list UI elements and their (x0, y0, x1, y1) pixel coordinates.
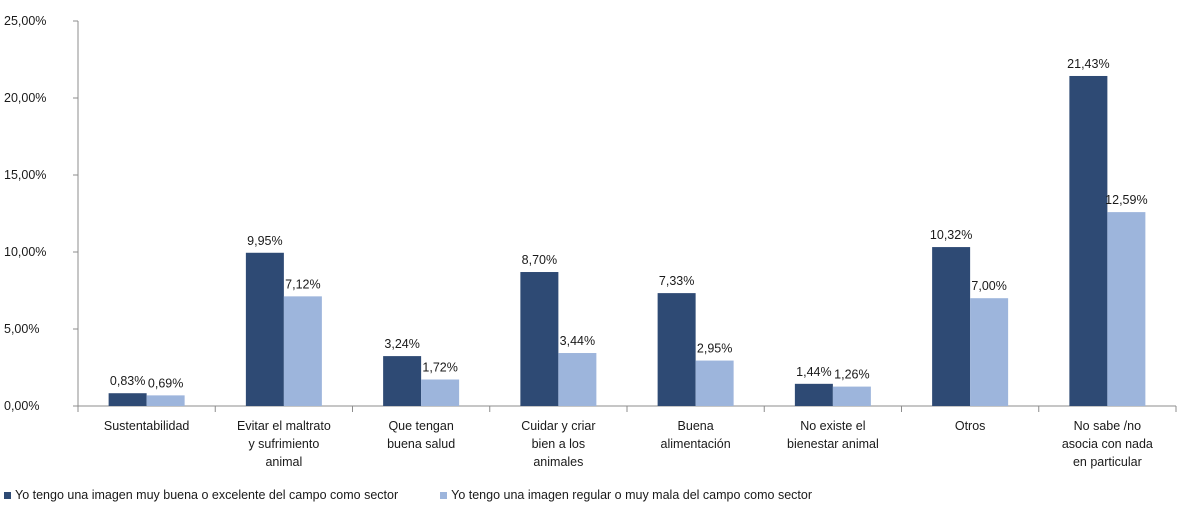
data-label-series-2: 12,59% (1105, 193, 1147, 207)
x-tick-label: Evitar el maltrato y sufrimiento animal (237, 419, 331, 469)
bar-series-2 (832, 386, 871, 406)
bar-series-1 (108, 393, 147, 406)
x-tick-label-line: Sustentabilidad (104, 419, 190, 433)
x-tick-label-line: Otros (955, 419, 986, 433)
bar-series-1 (245, 252, 284, 406)
data-label-series-1: 1,44% (796, 365, 831, 379)
y-tick-label: 15,00% (4, 168, 46, 182)
legend-label-series-1: Yo tengo una imagen muy buena o excelent… (15, 488, 399, 502)
bar-series-2 (283, 296, 322, 406)
legend: Yo tengo una imagen muy buena o excelent… (4, 483, 1174, 507)
x-tick-label: Que tengan buena salud (387, 419, 455, 451)
data-label-series-2: 1,72% (422, 361, 457, 375)
data-label-series-1: 8,70% (522, 253, 557, 267)
x-tick-label-line: Cuidar y criar (521, 419, 595, 433)
data-label-series-2: 2,95% (697, 342, 732, 356)
bar-series-2 (558, 353, 597, 406)
x-tick-label: Sustentabilidad (104, 419, 190, 433)
bar-series-1 (794, 383, 833, 406)
y-tick-label: 25,00% (4, 14, 46, 28)
x-tick-label-line: en particular (1073, 455, 1142, 469)
data-label-series-1: 9,95% (247, 234, 282, 248)
bar-series-2 (421, 379, 460, 406)
x-tick-label-line: alimentación (661, 437, 731, 451)
data-label-series-2: 0,69% (148, 376, 183, 390)
bar-series-1 (1069, 75, 1108, 406)
bar-series-2 (970, 298, 1009, 406)
legend-item-series-1: Yo tengo una imagen muy buena o excelent… (4, 488, 398, 502)
bar-series-1 (657, 293, 696, 406)
x-tick-label-line: Que tengan (388, 419, 453, 433)
bar-series-1 (932, 247, 971, 406)
x-tick-label-line: Buena (678, 419, 714, 433)
data-label-series-2: 1,26% (834, 368, 869, 382)
legend-swatch-series-2 (440, 491, 448, 499)
y-tick-label: 0,00% (4, 399, 39, 413)
y-tick-label: 5,00% (4, 322, 39, 336)
data-label-series-2: 7,00% (971, 279, 1006, 293)
bar-series-1 (383, 356, 422, 406)
data-label-series-1: 3,24% (384, 337, 419, 351)
data-label-series-2: 3,44% (560, 334, 595, 348)
bar-series-2 (695, 360, 734, 406)
legend-swatch-series-1 (4, 491, 11, 499)
x-tick-label-line: No existe el (800, 419, 865, 433)
data-label-series-1: 21,43% (1067, 57, 1109, 71)
x-tick-label: No existe el bienestar animal (787, 419, 879, 451)
x-tick-label: Buena alimentación (661, 419, 731, 451)
x-tick-label-line: asocia con nada (1062, 437, 1153, 451)
data-label-series-2: 7,12% (285, 277, 320, 291)
x-tick-label-line: buena salud (387, 437, 455, 451)
bar-chart: 0,00% 5,00% 10,00% 15,00% 20,00% 25,00% 0,83% 0… (4, 14, 1177, 469)
data-label-series-1: 7,33% (659, 274, 694, 288)
x-tick-label: Otros (955, 419, 986, 433)
x-tick-label-line: bien a los (532, 437, 586, 451)
x-tick-label-line: bienestar animal (787, 437, 879, 451)
y-tick-label: 10,00% (4, 245, 46, 259)
x-tick-label-line: animal (265, 455, 302, 469)
x-tick-label-line: y sufrimiento (248, 437, 319, 451)
x-tick-label-line: Evitar el maltrato (237, 419, 331, 433)
data-label-series-1: 0,83% (110, 374, 145, 388)
x-tick-label: Cuidar y criar bien a los animales (521, 419, 595, 469)
x-tick-label-line: No sabe /no (1074, 419, 1141, 433)
x-tick-label: No sabe /no asocia con nada en particular (1062, 419, 1153, 469)
y-tick-label: 20,00% (4, 91, 46, 105)
bar-series-1 (520, 272, 559, 406)
legend-item-series-2: Yo tengo una imagen regular o muy mala d… (440, 488, 812, 502)
x-tick-label-line: animales (533, 455, 583, 469)
bar-series-2 (1107, 212, 1146, 406)
legend-label-series-2: Yo tengo una imagen regular o muy mala d… (451, 488, 812, 502)
data-label-series-1: 10,32% (930, 228, 972, 242)
bar-series-2 (146, 395, 185, 406)
